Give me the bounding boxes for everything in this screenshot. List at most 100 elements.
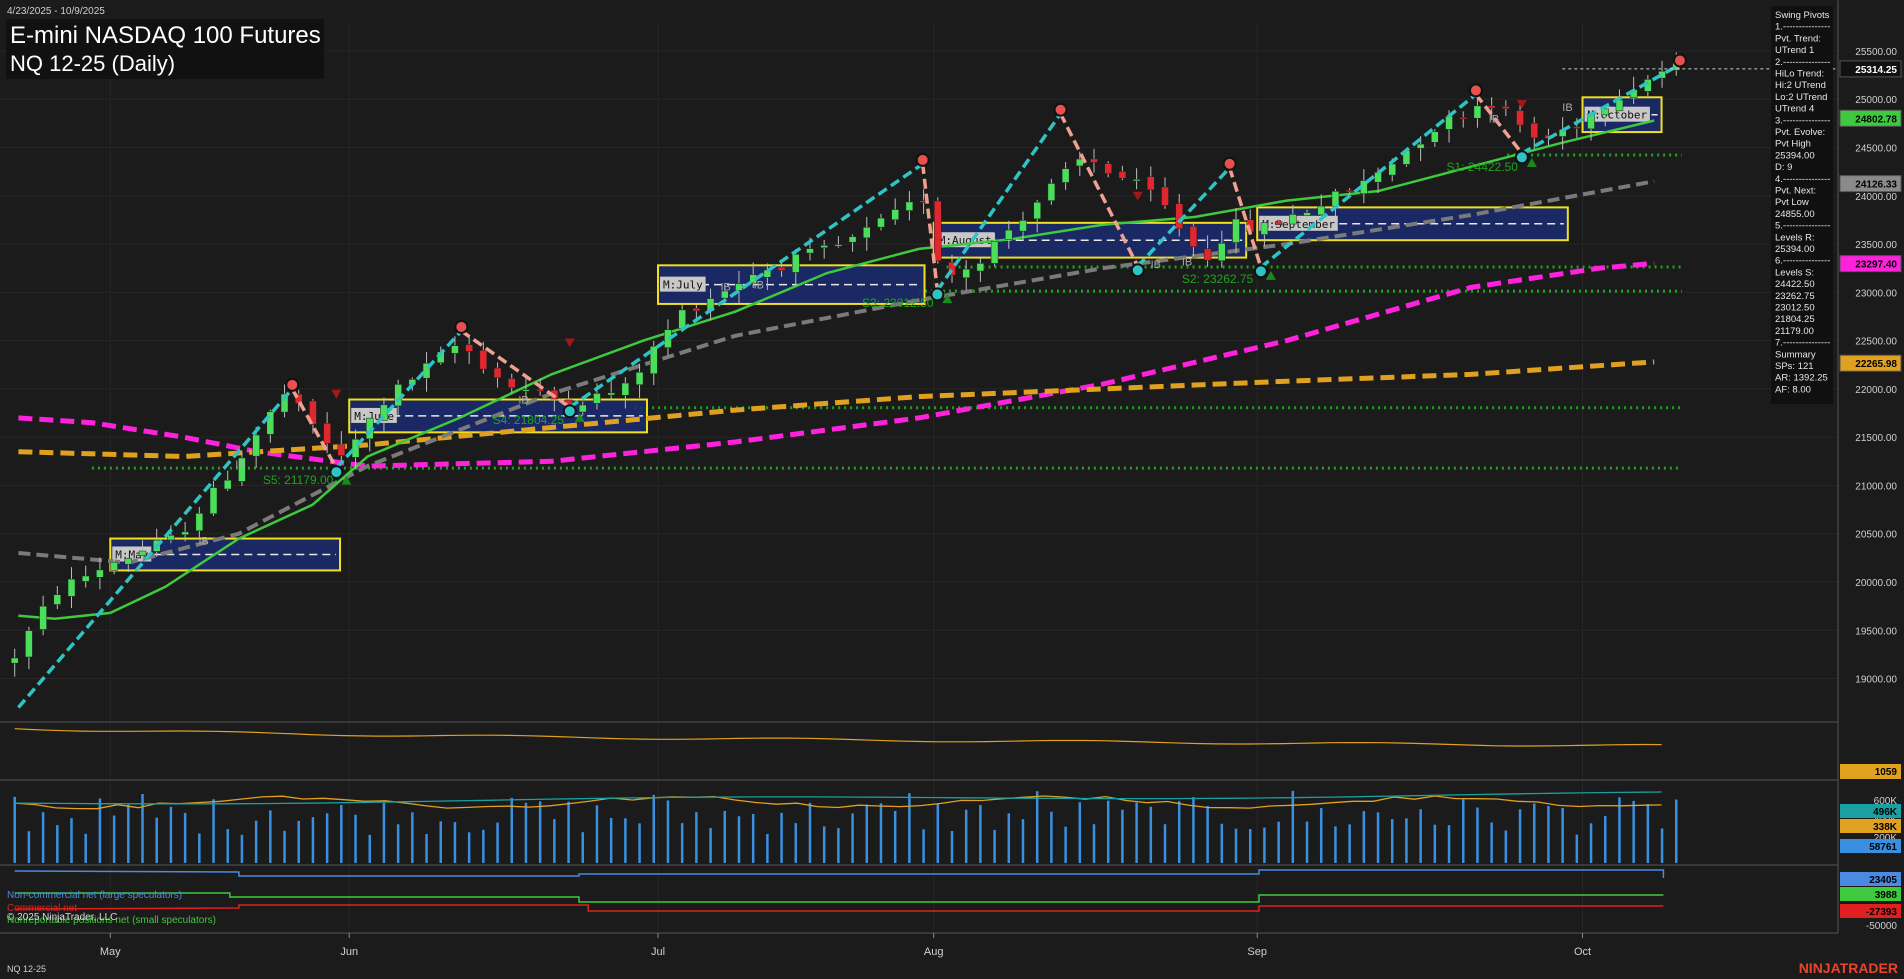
candle-body: [422, 362, 431, 379]
candle[interactable]: [1289, 204, 1297, 227]
candle[interactable]: [252, 426, 260, 468]
candle[interactable]: [1061, 162, 1070, 190]
candle[interactable]: [934, 197, 942, 264]
candle[interactable]: [1118, 165, 1127, 181]
candle[interactable]: [962, 260, 970, 291]
candle[interactable]: [1218, 230, 1226, 268]
candle[interactable]: [1303, 209, 1311, 220]
candle[interactable]: [792, 249, 800, 286]
candle[interactable]: [990, 232, 999, 267]
candle[interactable]: [1189, 224, 1198, 257]
candle[interactable]: [905, 191, 914, 221]
candle[interactable]: [138, 540, 147, 561]
candle[interactable]: [81, 565, 90, 588]
candle[interactable]: [209, 480, 218, 516]
candle[interactable]: [351, 429, 360, 470]
candle[interactable]: [195, 506, 204, 538]
candle[interactable]: [1005, 220, 1013, 249]
candle[interactable]: [692, 304, 701, 319]
candle[interactable]: [579, 401, 587, 416]
swing-panel-line: 3.---------------: [1775, 115, 1830, 126]
chart-subtitle: NQ 12-25 (Daily): [10, 51, 175, 76]
candle[interactable]: [1502, 100, 1510, 117]
candle[interactable]: [891, 198, 899, 225]
candle-body: [110, 561, 118, 571]
candle[interactable]: [167, 525, 175, 544]
candle[interactable]: [1431, 129, 1439, 147]
candle[interactable]: [948, 254, 956, 283]
candle[interactable]: [820, 239, 828, 259]
ninjatrader-logo: NINJATRADER: [1799, 960, 1898, 976]
candle[interactable]: [25, 626, 33, 670]
candle[interactable]: [1203, 235, 1212, 267]
candle[interactable]: [1601, 105, 1609, 127]
candle[interactable]: [238, 451, 246, 486]
candle[interactable]: [522, 376, 530, 400]
candle[interactable]: [1147, 166, 1155, 202]
candle[interactable]: [877, 213, 885, 231]
candle[interactable]: [1047, 178, 1056, 205]
candle[interactable]: [1090, 148, 1098, 173]
candle[interactable]: [451, 336, 459, 364]
candle[interactable]: [96, 557, 104, 590]
candle[interactable]: [67, 567, 76, 609]
price-badge-label: 22265.98: [1855, 359, 1897, 370]
candle[interactable]: [1132, 168, 1141, 190]
candle[interactable]: [124, 552, 133, 572]
volume-badge-label: 496K: [1873, 807, 1898, 818]
candle[interactable]: [1516, 105, 1524, 133]
candle[interactable]: [621, 377, 630, 409]
candle[interactable]: [1459, 111, 1467, 128]
candle[interactable]: [337, 431, 346, 464]
candle[interactable]: [493, 362, 502, 388]
candle[interactable]: [422, 352, 431, 392]
candle-body: [948, 261, 956, 276]
candle[interactable]: [507, 373, 516, 394]
candle[interactable]: [1161, 177, 1169, 209]
candle[interactable]: [465, 335, 473, 364]
candle[interactable]: [863, 216, 871, 251]
candle[interactable]: [1317, 194, 1325, 219]
candle[interactable]: [848, 234, 857, 252]
candle-body: [891, 209, 899, 220]
candle[interactable]: [1274, 218, 1283, 228]
candle[interactable]: [1530, 116, 1538, 150]
candle[interactable]: [266, 409, 275, 443]
candle[interactable]: [181, 521, 189, 542]
candle[interactable]: [223, 470, 232, 492]
candle[interactable]: [280, 384, 289, 418]
candle-body: [25, 630, 33, 658]
candle-body: [834, 244, 843, 247]
candle[interactable]: [976, 258, 985, 283]
cot-legend-noncommercial: Non-commercial net (large speculators): [7, 890, 182, 901]
candle[interactable]: [10, 648, 19, 677]
candle[interactable]: [607, 380, 615, 401]
candle[interactable]: [1104, 161, 1112, 178]
swing-panel-line: UTrend 4: [1775, 104, 1814, 115]
candle[interactable]: [479, 341, 488, 374]
candle[interactable]: [309, 398, 317, 434]
candle[interactable]: [1487, 97, 1496, 121]
candle-body: [1459, 117, 1467, 120]
candle[interactable]: [650, 340, 658, 386]
candle[interactable]: [1019, 211, 1027, 240]
price-axis-label: 22500.00: [1855, 337, 1897, 348]
candle[interactable]: [1232, 207, 1240, 254]
candle[interactable]: [53, 586, 62, 610]
candle[interactable]: [323, 412, 331, 454]
candle[interactable]: [1033, 199, 1041, 233]
candle[interactable]: [635, 363, 644, 398]
up-arrow-marker: [574, 412, 585, 422]
candle-body: [1132, 179, 1141, 182]
moving-average-magenta: [18, 260, 1655, 469]
candles[interactable]: [10, 52, 1681, 677]
candle[interactable]: [110, 550, 118, 575]
candle[interactable]: [1260, 215, 1269, 247]
price-badges: 25314.25 24802.78 24126.33 23297.40 22265.98: [1562, 60, 1902, 372]
cot-badge-label: 23405: [1869, 875, 1897, 886]
candle[interactable]: [834, 236, 843, 248]
candle[interactable]: [39, 595, 47, 636]
candle[interactable]: [1473, 98, 1482, 128]
price-axis-label: 23000.00: [1855, 288, 1897, 299]
